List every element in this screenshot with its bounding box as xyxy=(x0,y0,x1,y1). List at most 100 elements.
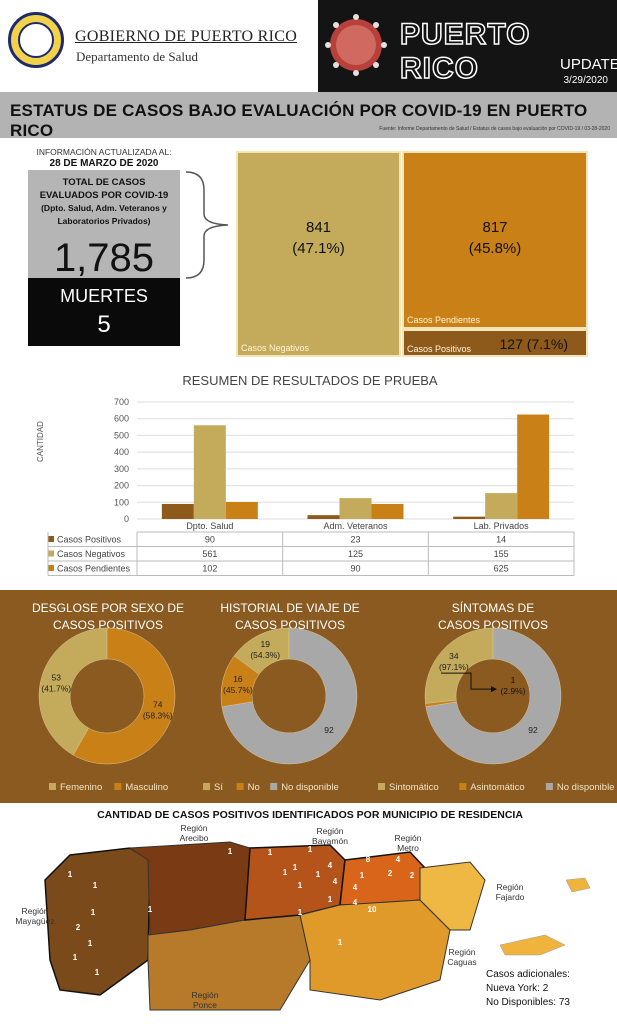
department-name: Departamento de Salud xyxy=(76,49,199,64)
total-label: TOTAL DE CASOS EVALUADOS POR COVID-19 (D… xyxy=(32,176,176,228)
donut-2-label: 1 xyxy=(511,675,516,685)
region-label-fajardo: Región Fajardo xyxy=(488,882,532,902)
map-municipio-count: 2 xyxy=(76,923,81,932)
treemap-negativos: 841 (47.1%) Casos Negativos xyxy=(236,151,401,357)
treemap-positivos: Casos Positivos 127 (7.1%) xyxy=(402,329,588,357)
treemap-positivos-value: 127 (7.1%) xyxy=(499,336,568,352)
treemap-negativos-pct: (47.1%) xyxy=(292,240,345,257)
info-date: 28 DE MARZO DE 2020 xyxy=(49,158,159,169)
donut-symptoms-title: SÍNTOMAS DE CASOS POSITIVOS xyxy=(413,600,573,634)
region-label-fajardo-line-2: Fajardo xyxy=(495,892,525,902)
bar-ytick-label: 500 xyxy=(114,430,129,440)
donut-symptoms-title-line-1: SÍNTOMAS DE xyxy=(451,601,535,615)
map-municipio-count: 1 xyxy=(148,905,153,914)
table-value: 561 xyxy=(202,549,217,559)
table-series-label: Casos Negativos xyxy=(57,549,126,559)
table-legend-swatch xyxy=(48,565,54,571)
donut-1-label: 19 xyxy=(260,639,270,649)
bar-ytick-label: 700 xyxy=(114,397,129,407)
donut-sex-title-line-1: DESGLOSE POR SEXO DE xyxy=(31,601,185,615)
donut-travel-title-line-2: CASOS POSITIVOS xyxy=(234,618,346,632)
virus-icon xyxy=(325,14,387,76)
map-municipio-count: 1 xyxy=(298,908,303,917)
donut-legend-label: No xyxy=(248,782,260,793)
region-label-caguas: Región Caguas xyxy=(440,947,484,967)
total-box xyxy=(28,170,180,278)
donut-1-label: 16 xyxy=(233,674,243,684)
donut-charts: 53(41.7%) 74(58.3%) Femenino Masculino 19(54… xyxy=(38,627,614,793)
table-series-label: Casos Pendientes xyxy=(57,564,131,574)
map-municipio-count: 8 xyxy=(366,855,371,864)
total-label-line-3: (Dpto. Salud, Adm. Veteranos y xyxy=(41,203,167,213)
treemap-negativos-value: 841 xyxy=(305,219,332,236)
region-label-bayamon-line-1: Región xyxy=(316,826,344,836)
region-label-mayaguez: Región Mayagüez xyxy=(10,906,60,926)
region-label-mayaguez-line-1: Región xyxy=(21,906,49,916)
table-value: 102 xyxy=(202,564,217,574)
map-municipio-count: 1 xyxy=(298,881,303,890)
donut-0-label: 74 xyxy=(153,699,163,709)
bracket-connector xyxy=(185,171,229,279)
donut-legend-swatch xyxy=(49,783,56,790)
map-municipio-count: 1 xyxy=(293,863,298,872)
map-vieques-island xyxy=(499,934,566,956)
region-label-arecibo-line-1: Región xyxy=(180,823,208,833)
region-label-ponce: Región Ponce xyxy=(183,990,227,1010)
total-value: 1,785 xyxy=(53,236,155,280)
treemap-negativos-label: Casos Negativos xyxy=(241,343,310,353)
bar-ytick-label: 200 xyxy=(114,481,129,491)
region-label-caguas-line-1: Región xyxy=(448,947,476,957)
table-value: 125 xyxy=(348,549,363,559)
map-fajardo-region xyxy=(419,861,486,931)
region-label-mayaguez-line-2: Mayagüez xyxy=(15,916,55,926)
donut-2-label: 92 xyxy=(528,725,538,735)
map-municipio-count: 2 xyxy=(410,871,415,880)
donut-travel-title: HISTORIAL DE VIAJE DE CASOS POSITIVOS xyxy=(210,600,370,634)
donut-legend-label: Sí xyxy=(214,782,223,793)
bar-chart: 0 100 200 300 400 500 600 700 Dpto. Salud Adm. Ve… xyxy=(47,397,575,576)
bar-0-0 xyxy=(161,503,194,519)
treemap-pendientes-pct: (45.8%) xyxy=(468,240,522,257)
table-value: 90 xyxy=(205,535,215,545)
region-label-arecibo: Región Arecibo xyxy=(172,823,216,843)
donut-legend-swatch xyxy=(114,783,122,790)
seal-shield-icon xyxy=(18,22,54,58)
bar-1-1 xyxy=(339,498,372,519)
update-date: 3/29/2020 xyxy=(563,75,609,86)
donut-0-pct: (41.7%) xyxy=(41,684,71,694)
donut-1-pct: (45.7%) xyxy=(223,685,253,695)
map-municipio-count: 1 xyxy=(316,870,321,879)
region-label-bayamon-line-2: Bayamón xyxy=(312,836,348,846)
page-title: ESTATUS DE CASOS BAJO EVALUACIÓN POR COV… xyxy=(10,101,588,140)
donut-legend-label: Femenino xyxy=(60,782,102,793)
additional-cases-note: Casos adicionales: Nueva York: 2 No Disp… xyxy=(486,968,570,1010)
donut-2-pct: (97.1%) xyxy=(439,662,469,672)
map-municipio-count: 2 xyxy=(388,869,393,878)
treemap-pendientes-value: 817 xyxy=(482,219,508,236)
donut-1-slice-2 xyxy=(221,627,358,765)
donut-2-slice-2 xyxy=(425,627,562,765)
deaths-box xyxy=(28,278,180,346)
title-bar xyxy=(0,92,617,138)
region-label-metro: Región Metro xyxy=(386,833,430,853)
region-label-bayamon: Región Bayamón xyxy=(308,826,352,846)
map-municipio-count: 10 xyxy=(368,905,377,914)
table-value: 90 xyxy=(350,564,360,574)
bar-ytick-label: 600 xyxy=(114,414,129,424)
donut-0-slice-0 xyxy=(38,627,108,756)
bar-2-0 xyxy=(453,516,486,519)
bar-category-label: Adm. Veteranos xyxy=(323,521,388,531)
bar-ytick-label: 400 xyxy=(114,447,129,457)
deaths-value: 5 xyxy=(97,311,111,338)
table-value: 14 xyxy=(496,535,506,545)
bar-category-label: Lab. Privados xyxy=(474,521,530,531)
map-municipio-count: 1 xyxy=(88,939,93,948)
map-municipio-count: 1 xyxy=(95,968,100,977)
source-note: Fuente: Informe Departamento de Salud / … xyxy=(379,126,610,132)
donut-1-label: 92 xyxy=(324,725,334,735)
donut-symptoms-title-line-2: CASOS POSITIVOS xyxy=(437,618,549,632)
map-municipio-count: 1 xyxy=(283,868,288,877)
bar-chart-title: RESUMEN DE RESULTADOS DE PRUEBA xyxy=(182,373,438,388)
table-value: 155 xyxy=(494,549,509,559)
region-label-metro-line-2: Metro xyxy=(397,843,419,853)
